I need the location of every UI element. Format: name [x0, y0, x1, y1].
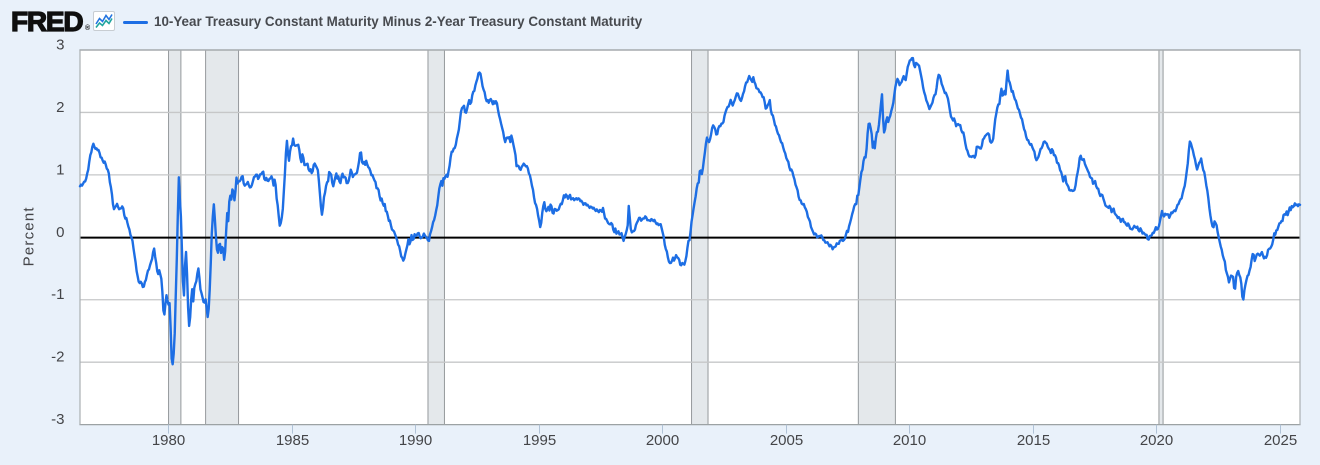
registered-trademark-icon: ® — [85, 25, 91, 32]
y-axis-label: -2 — [51, 349, 64, 366]
sparkline-icon-graphic — [95, 14, 113, 28]
y-axis-title: Percent — [21, 206, 38, 266]
x-axis-label: 2005 — [770, 432, 803, 449]
sparkline-teal-line — [95, 18, 113, 28]
fred-sparkline-icon — [93, 11, 115, 31]
y-axis-label: 3 — [56, 37, 64, 54]
y-axis-label: 0 — [56, 224, 64, 241]
x-axis-label: 1985 — [276, 432, 309, 449]
x-axis-label: 2025 — [1264, 432, 1297, 449]
x-axis-label: 1980 — [152, 432, 185, 449]
y-axis-label: 1 — [56, 161, 64, 178]
x-axis-label: 2015 — [1017, 432, 1050, 449]
y-axis-label: -1 — [51, 286, 64, 303]
x-axis-label: 2020 — [1140, 432, 1173, 449]
sparkline-blue-line — [95, 14, 113, 25]
fred-logo: FRED — [10, 5, 84, 37]
x-axis-label: 2000 — [646, 432, 679, 449]
x-axis-label: 2010 — [893, 432, 926, 449]
x-axis-label: 1995 — [523, 432, 556, 449]
data-line-t10y2y — [78, 56, 1302, 366]
legend-line-swatch — [123, 21, 148, 24]
y-axis-label: -3 — [51, 411, 64, 428]
y-axis-label: 2 — [56, 99, 64, 116]
x-axis-label: 1990 — [399, 432, 432, 449]
chart-title: 10-Year Treasury Constant Maturity Minus… — [154, 13, 643, 29]
